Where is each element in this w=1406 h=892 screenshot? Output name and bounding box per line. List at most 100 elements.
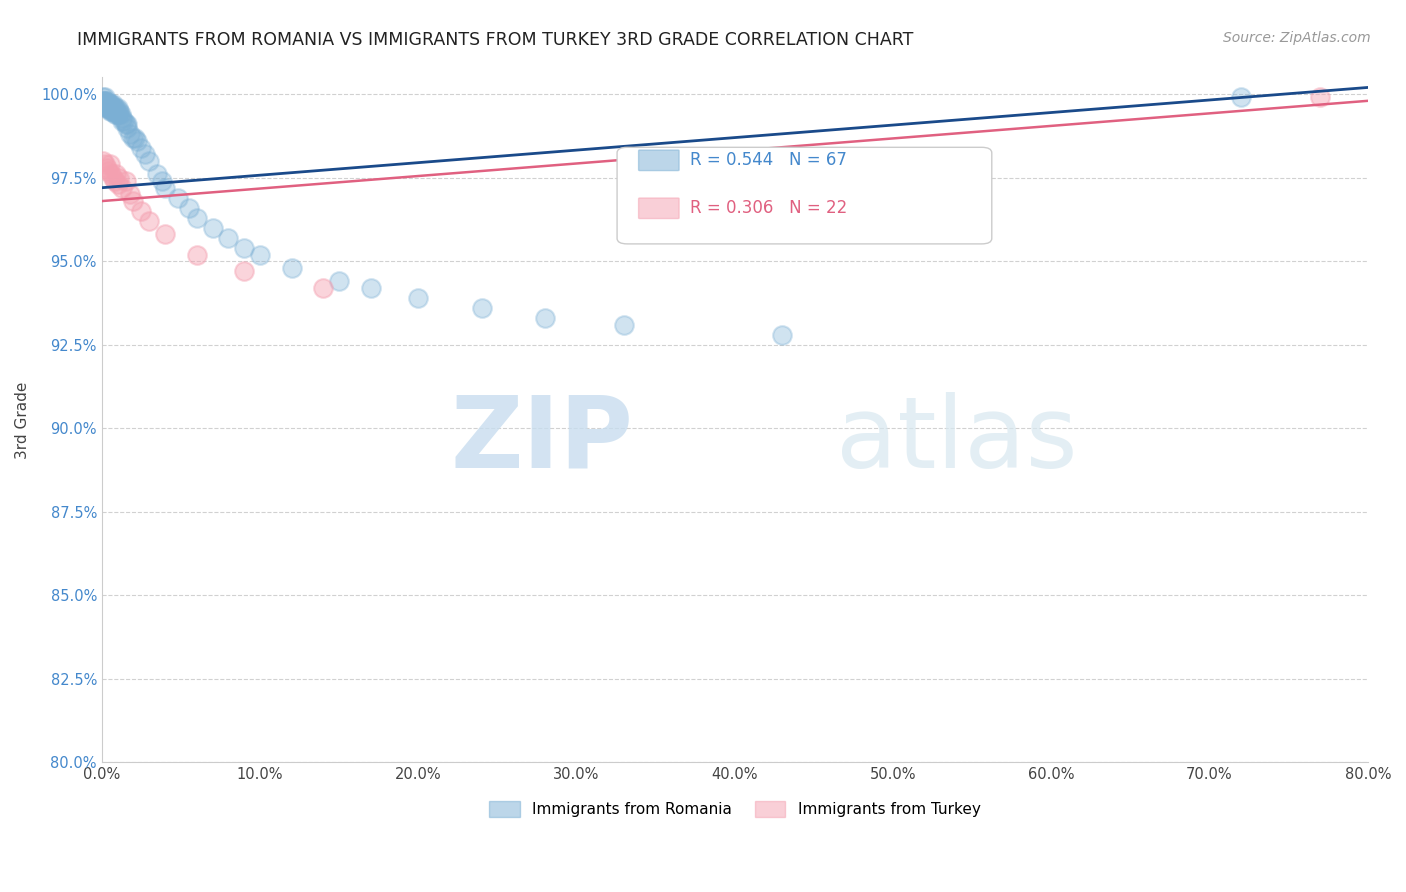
Point [166,191,188,205]
Point [111,180,134,194]
Point [107,101,129,115]
Point [120,187,142,202]
Text: R = 0.306   N = 22: R = 0.306 N = 22 [690,199,848,218]
Point [613,318,636,332]
Point [150,174,173,188]
Point [101,101,124,115]
Point [360,281,382,295]
Point [101,97,124,112]
Point [249,247,271,261]
Point [177,201,200,215]
Point [100,101,122,115]
Point [97,101,120,115]
Point [96,97,118,112]
Point [100,167,122,181]
Point [94,94,117,108]
Point [100,103,122,118]
Point [94,97,117,112]
Point [110,107,132,121]
Point [122,194,145,208]
Legend: Immigrants from Romania, Immigrants from Turkey: Immigrants from Romania, Immigrants from… [484,795,987,823]
Point [122,130,145,145]
FancyBboxPatch shape [638,150,679,170]
Point [111,114,134,128]
Point [105,101,128,115]
Point [97,101,120,115]
Point [94,97,117,112]
Point [153,180,176,194]
Point [138,153,160,168]
Point [153,227,176,242]
Point [98,97,121,112]
Point [94,157,117,171]
Point [98,103,121,118]
Point [108,170,131,185]
Point [93,94,115,108]
Point [408,291,430,305]
Point [131,204,153,219]
Point [233,241,256,255]
Point [93,153,115,168]
Point [107,178,129,192]
Point [101,103,124,118]
Point [120,127,142,141]
Point [108,107,131,121]
Point [1230,90,1253,104]
Point [131,140,153,154]
Point [186,247,208,261]
Point [328,274,350,288]
Point [96,101,118,115]
FancyBboxPatch shape [617,147,991,244]
Point [471,301,494,315]
Text: R = 0.544   N = 67: R = 0.544 N = 67 [690,152,848,169]
Point [107,107,129,121]
Point [280,260,302,275]
Text: Source: ZipAtlas.com: Source: ZipAtlas.com [1223,31,1371,45]
Point [98,157,121,171]
Point [114,174,136,188]
Point [100,97,122,112]
Point [134,147,156,161]
Point [201,220,224,235]
FancyBboxPatch shape [638,198,679,219]
Point [108,103,131,118]
Point [138,214,160,228]
Text: ZIP: ZIP [451,392,634,489]
Point [111,111,134,125]
Point [186,211,208,225]
Point [96,97,118,112]
Point [103,101,125,115]
Point [115,120,138,135]
Point [105,107,128,121]
Point [96,161,118,175]
Y-axis label: 3rd Grade: 3rd Grade [15,381,30,458]
Point [96,94,118,108]
Point [105,167,128,181]
Point [97,97,120,112]
Point [97,164,120,178]
Point [125,134,148,148]
Point [114,117,136,131]
Point [93,94,115,108]
Point [93,90,115,104]
Point [146,167,169,181]
Point [534,311,557,326]
Point [94,94,117,108]
Point [233,264,256,278]
Point [112,114,135,128]
Point [103,174,125,188]
Point [98,97,121,112]
Point [312,281,335,295]
Point [101,170,124,185]
Text: atlas: atlas [837,392,1077,489]
Point [94,90,117,104]
Point [1309,90,1331,104]
Point [115,117,138,131]
Point [770,327,793,342]
Point [103,107,125,121]
Point [98,101,121,115]
Point [124,130,146,145]
Text: IMMIGRANTS FROM ROMANIA VS IMMIGRANTS FROM TURKEY 3RD GRADE CORRELATION CHART: IMMIGRANTS FROM ROMANIA VS IMMIGRANTS FR… [77,31,914,49]
Point [103,103,125,118]
Point [217,231,239,245]
